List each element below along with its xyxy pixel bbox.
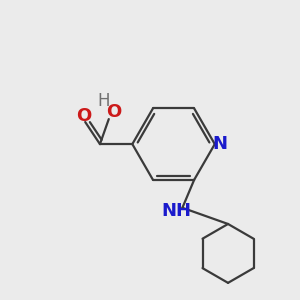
Text: O: O (106, 103, 122, 121)
Text: N: N (213, 135, 228, 153)
Text: H: H (97, 92, 110, 110)
Text: NH: NH (161, 202, 191, 220)
Text: O: O (76, 106, 92, 124)
